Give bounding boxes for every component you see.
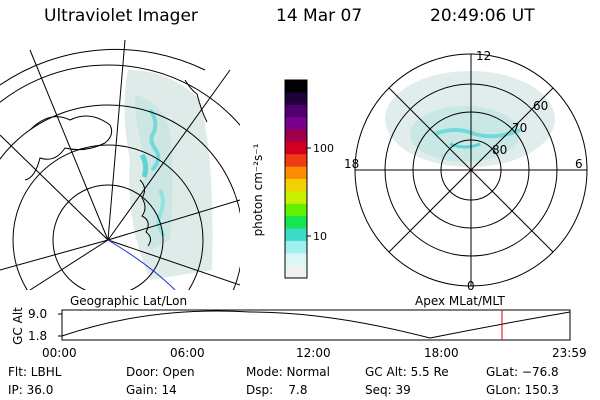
time-tick-0: 00:00	[42, 346, 77, 360]
colorbar-band	[285, 80, 307, 93]
right-panel-label: Apex MLat/MLT	[415, 294, 505, 308]
colorbar-tick-100: 100	[313, 142, 334, 155]
orbit-track	[107, 239, 176, 290]
latitude-lines	[0, 64, 240, 290]
mlt-label-18: 18	[344, 157, 359, 171]
colorbar-band	[285, 179, 307, 192]
time-tick-2: 12:00	[296, 346, 331, 360]
door-field: Door: Open	[126, 365, 195, 379]
polar-aurora-emission	[385, 71, 555, 167]
image-time: 20:49:06 UT	[430, 6, 535, 26]
image-date: 14 Mar 07	[276, 6, 363, 26]
time-tick-1: 06:00	[170, 346, 205, 360]
gc-alt-field: GC Alt: 5.5 Re	[365, 365, 449, 379]
colorbar-band	[285, 92, 307, 106]
altitude-curve	[61, 310, 571, 339]
aurora-emission	[124, 70, 213, 280]
colorbar-band	[285, 228, 307, 242]
left-panel-label: Geographic Lat/Lon	[70, 294, 188, 308]
ip-field: IP: 36.0	[8, 383, 54, 397]
seq-field: Seq: 39	[365, 383, 411, 397]
polar-plot: 12 6 0 18 60 70 80	[344, 49, 588, 293]
dsp-field: Dsp: 7.8	[246, 383, 308, 397]
gain-field: Gain: 14	[126, 383, 177, 397]
colorbar-band	[285, 166, 307, 180]
colorbar-band	[285, 265, 307, 279]
colorbar-band	[285, 141, 307, 155]
alt-tick-1-8: 1.8	[28, 329, 47, 343]
geographic-map	[0, 40, 240, 290]
glon-field: GLon: 150.3	[486, 383, 559, 397]
colorbar-band	[285, 203, 307, 217]
lat-label-80: 80	[492, 143, 507, 157]
colorbar-band	[285, 154, 307, 168]
glat-field: GLat: −76.8	[486, 365, 559, 379]
mode-field: Mode: Normal	[246, 365, 330, 379]
colorbar-band	[285, 129, 307, 143]
altitude-plot: 9.0 1.8	[28, 307, 571, 343]
colorbar-tick-10: 10	[313, 230, 327, 243]
colorbar-band	[285, 117, 307, 130]
lat-label-60: 60	[533, 99, 548, 113]
mlt-label-12: 12	[476, 49, 491, 63]
colorbar-band	[285, 240, 307, 254]
colorbar-band	[285, 191, 307, 205]
longitude-lines	[0, 40, 240, 290]
mlt-label-6: 6	[575, 157, 583, 171]
time-tick-4: 23:59	[552, 346, 587, 360]
colorbar-band	[285, 104, 307, 118]
colorbar-band	[285, 253, 307, 267]
colorbar-unit-label: photon cm⁻²s⁻¹	[251, 143, 265, 237]
colorbar-band	[285, 216, 307, 229]
page-title: Ultraviolet Imager	[44, 6, 198, 26]
time-tick-3: 18:00	[424, 346, 459, 360]
mlt-label-0: 0	[467, 279, 475, 293]
coastline	[24, 79, 208, 247]
flt-field: Flt: LBHL	[8, 365, 62, 379]
alt-tick-9: 9.0	[28, 307, 47, 321]
lat-label-70: 70	[512, 121, 527, 135]
colorbar: 100 10	[284, 79, 334, 279]
